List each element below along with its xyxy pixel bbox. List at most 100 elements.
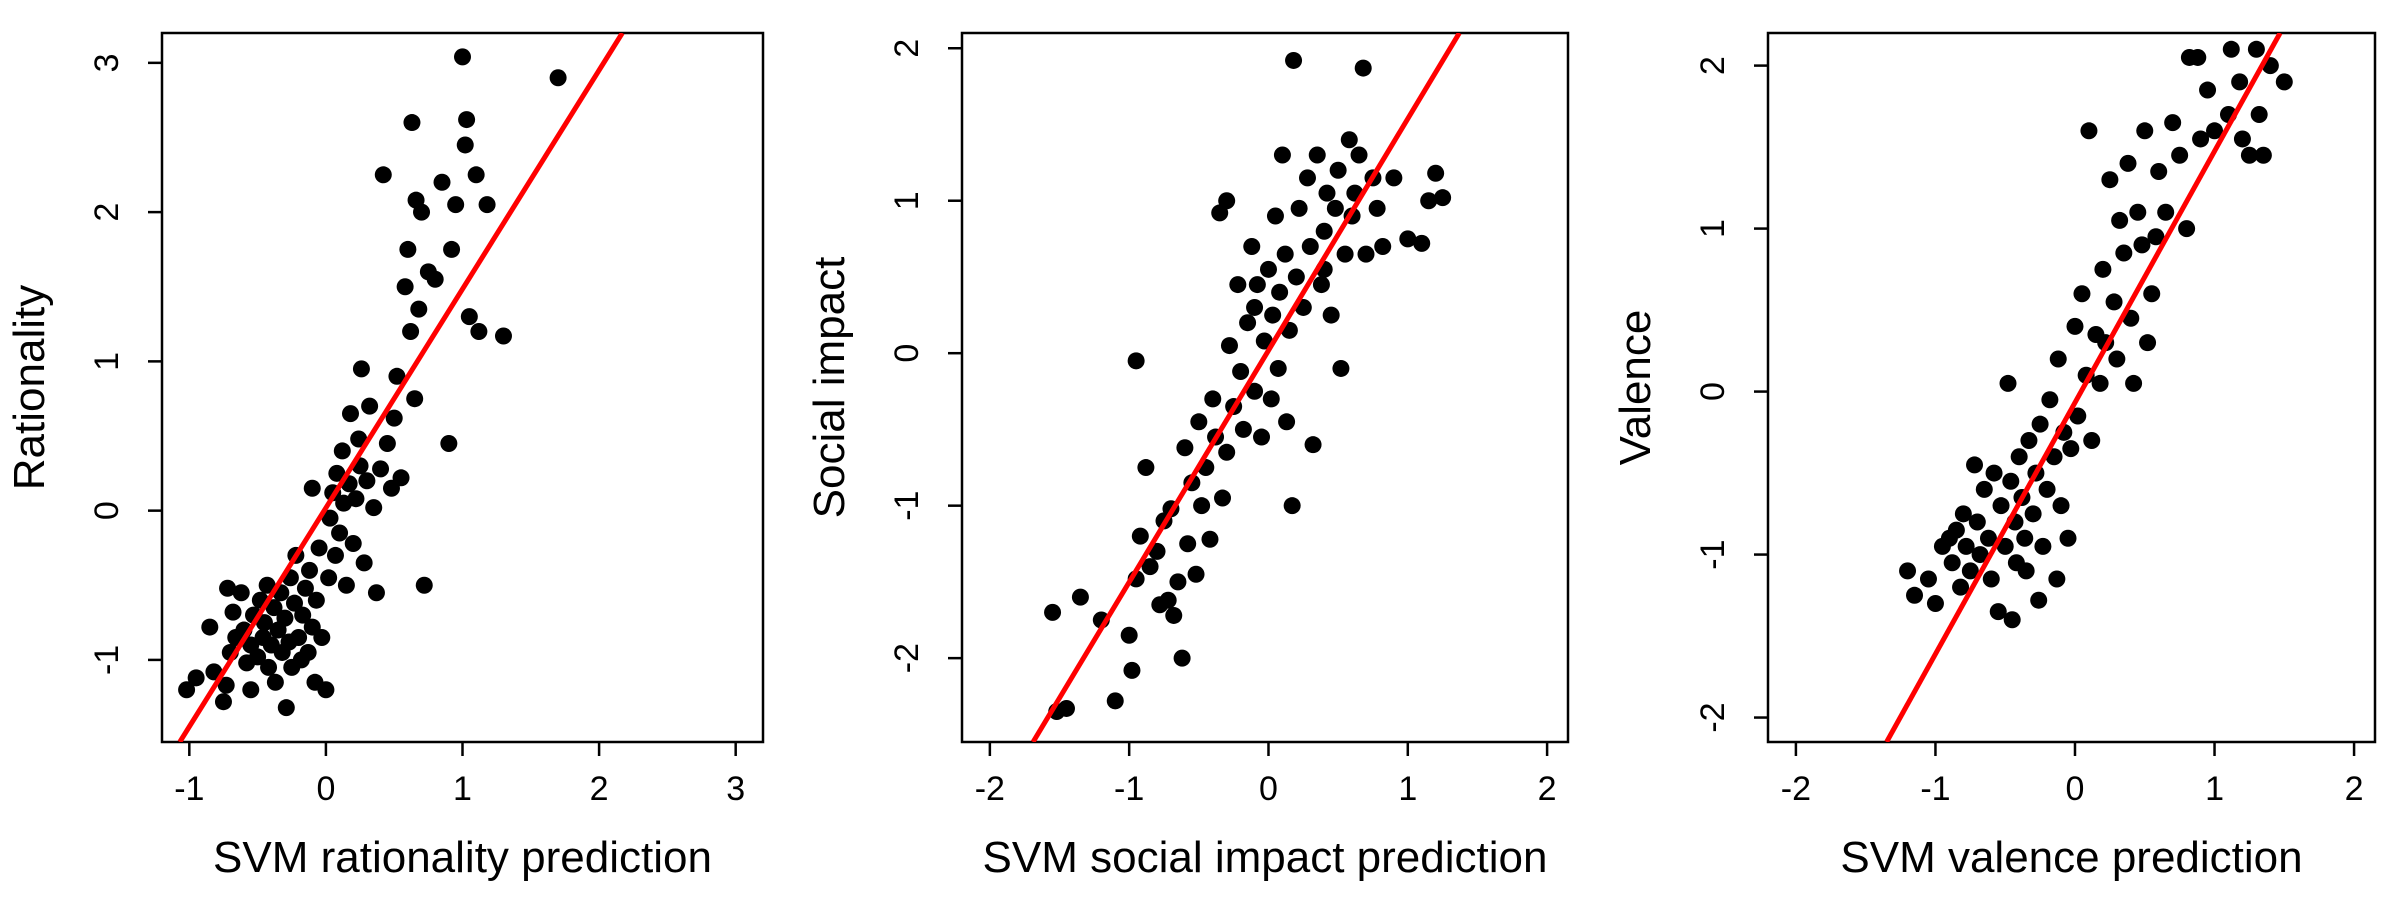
data-point xyxy=(402,323,420,341)
x-tick-label: 1 xyxy=(453,770,472,808)
data-point xyxy=(1239,314,1257,332)
data-point xyxy=(1336,245,1354,263)
data-point xyxy=(1285,51,1303,69)
data-point xyxy=(2020,431,2038,449)
data-point xyxy=(1193,497,1211,515)
data-point xyxy=(1975,480,1993,498)
data-point xyxy=(1374,237,1392,255)
data-point xyxy=(1234,420,1252,438)
x-tick-label: 1 xyxy=(2205,770,2224,808)
data-point xyxy=(1434,189,1452,207)
data-point xyxy=(1427,164,1445,182)
data-point xyxy=(1273,146,1291,164)
y-tick-label: 1 xyxy=(88,352,126,371)
data-point xyxy=(367,584,385,602)
y-tick-label: 3 xyxy=(88,53,126,72)
data-point xyxy=(1985,464,2003,482)
data-point xyxy=(2189,48,2207,66)
data-point xyxy=(410,300,428,318)
y-tick-label: 1 xyxy=(888,191,926,210)
data-point xyxy=(372,460,390,478)
data-point xyxy=(454,48,471,66)
y-tick-label: 0 xyxy=(88,501,126,520)
data-point xyxy=(2101,171,2119,189)
data-point xyxy=(337,576,355,594)
data-point xyxy=(413,203,431,221)
data-point xyxy=(2199,81,2217,99)
data-point xyxy=(352,360,370,378)
y-tick-label: 2 xyxy=(88,203,126,222)
data-point xyxy=(1971,546,1989,564)
data-point xyxy=(1169,573,1187,591)
x-tick-label: 3 xyxy=(726,770,745,808)
data-point xyxy=(385,409,403,427)
data-point xyxy=(1996,537,2014,555)
data-point xyxy=(2206,122,2224,140)
data-point xyxy=(1165,606,1183,624)
data-point xyxy=(2031,415,2049,433)
data-point xyxy=(255,614,273,632)
data-point xyxy=(2143,285,2161,303)
data-point xyxy=(296,579,314,597)
data-point xyxy=(1957,537,1975,555)
data-point xyxy=(456,136,474,154)
data-point xyxy=(2150,163,2168,181)
data-point xyxy=(458,111,476,129)
data-point xyxy=(1190,413,1208,431)
data-point xyxy=(285,594,303,612)
data-point xyxy=(2233,130,2251,148)
data-point xyxy=(214,693,232,711)
data-point xyxy=(1290,199,1308,217)
data-point xyxy=(1906,586,1924,604)
data-point xyxy=(426,270,444,288)
data-point xyxy=(2240,146,2258,164)
data-point xyxy=(1179,535,1197,553)
data-point xyxy=(1954,505,1972,523)
x-tick-label: -2 xyxy=(975,770,1005,808)
data-point xyxy=(2003,611,2021,629)
data-point xyxy=(2016,529,2034,547)
data-point xyxy=(1246,382,1264,400)
x-axis-title: SVM valence prediction xyxy=(1840,833,2302,882)
data-point xyxy=(2133,236,2151,254)
y-tick-label: 2 xyxy=(888,39,926,58)
data-point xyxy=(392,469,410,487)
x-tick-label: -1 xyxy=(1920,770,1950,808)
data-point xyxy=(1982,570,2000,588)
data-point xyxy=(2147,228,2165,246)
data-point xyxy=(2083,431,2101,449)
data-point xyxy=(350,430,368,448)
data-point xyxy=(1943,554,1961,572)
data-point xyxy=(1315,222,1333,240)
data-point xyxy=(219,579,237,597)
rationality-fit-line xyxy=(177,33,625,742)
data-point xyxy=(399,240,417,258)
data-point xyxy=(277,699,295,717)
data-point xyxy=(2171,146,2189,164)
data-point xyxy=(2073,285,2091,303)
data-point xyxy=(1123,661,1141,679)
data-point xyxy=(403,114,421,132)
data-point xyxy=(1329,161,1347,179)
x-tick-label: 0 xyxy=(2066,770,2085,808)
data-point xyxy=(2231,73,2249,91)
data-point xyxy=(1926,594,1944,612)
data-point xyxy=(1413,234,1431,252)
data-point xyxy=(549,69,567,87)
data-point xyxy=(2105,293,2123,311)
y-axis-title: Social impact xyxy=(805,257,854,519)
data-point xyxy=(320,569,338,587)
data-point xyxy=(328,464,346,482)
data-point xyxy=(1057,699,1075,717)
data-point xyxy=(1201,530,1219,548)
data-point xyxy=(1340,131,1358,149)
y-tick-label: -2 xyxy=(1694,702,1732,732)
data-point xyxy=(341,405,359,423)
y-tick-label: -1 xyxy=(888,491,926,521)
data-point xyxy=(1248,276,1266,294)
data-point xyxy=(232,584,250,602)
x-axis-title: SVM rationality prediction xyxy=(213,833,712,882)
data-point xyxy=(415,576,433,594)
data-point xyxy=(1218,443,1236,461)
